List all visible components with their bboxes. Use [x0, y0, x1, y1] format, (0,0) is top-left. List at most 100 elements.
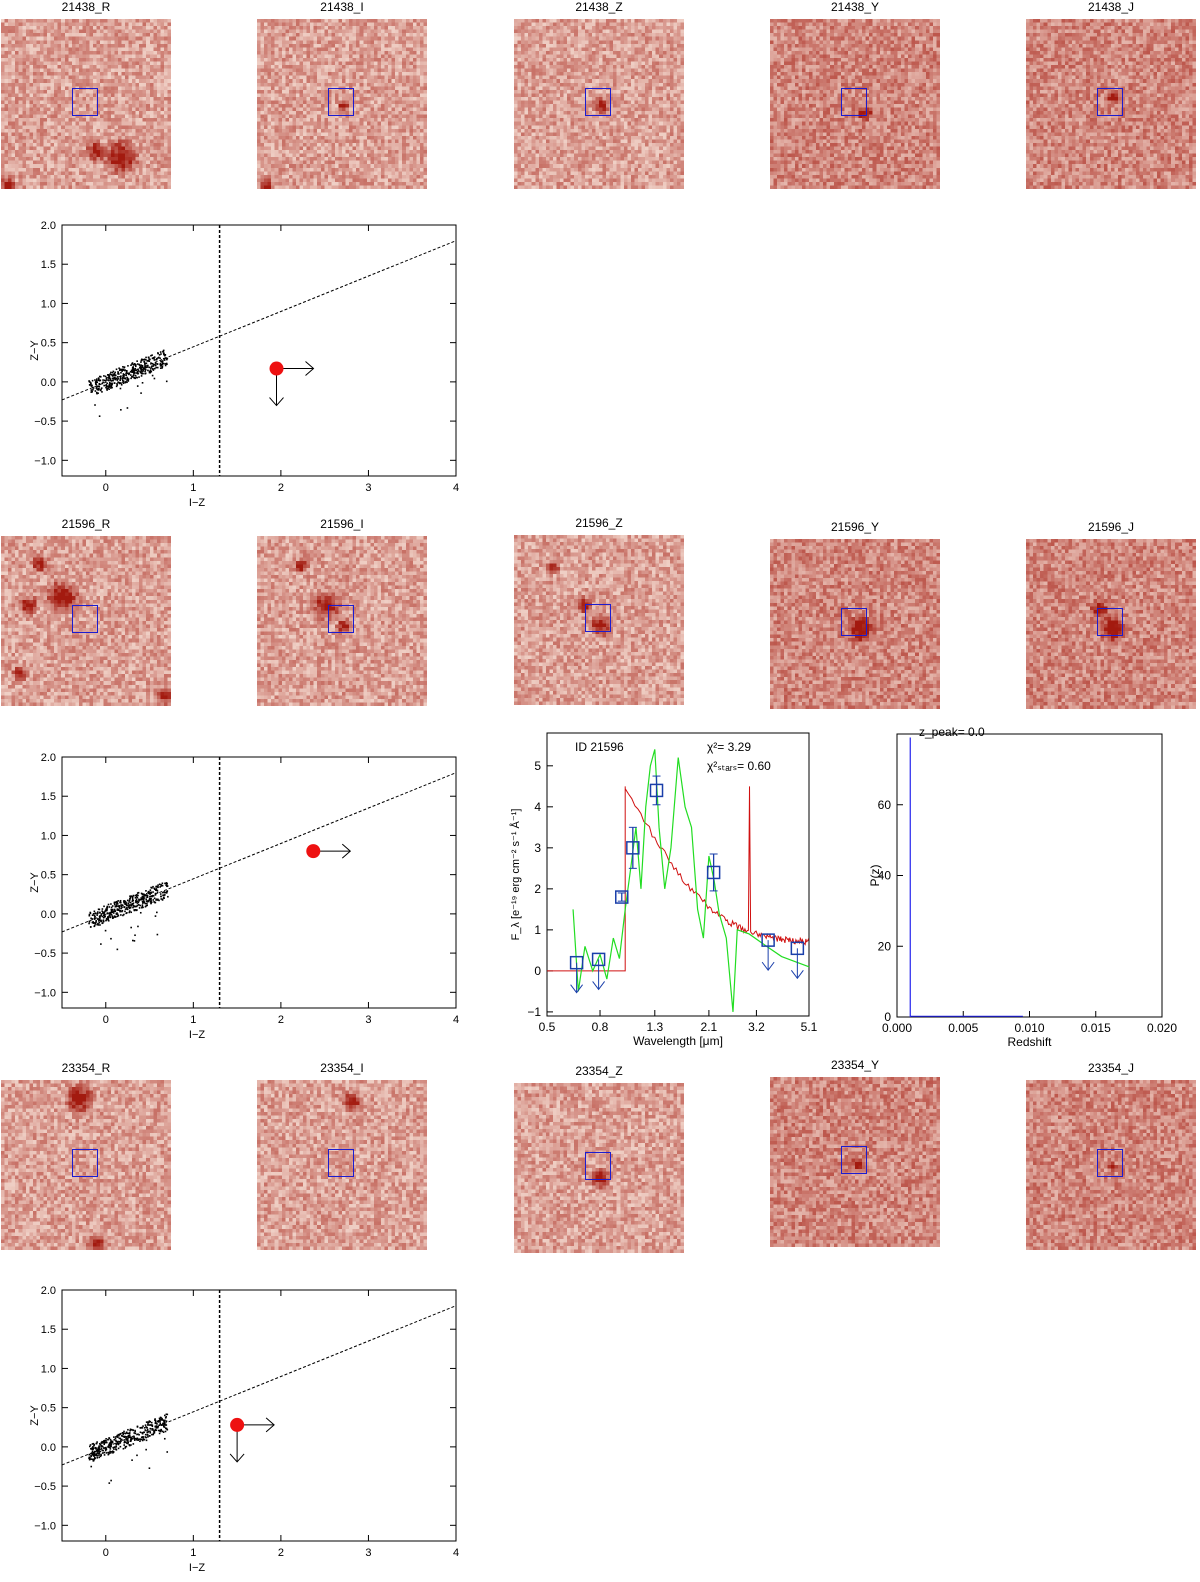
star-point [91, 1454, 94, 1456]
star-point [99, 924, 101, 926]
star-point [99, 912, 101, 914]
star-point [106, 388, 108, 390]
star-point [164, 1424, 167, 1426]
star-point [161, 1424, 164, 1426]
star-point [165, 1427, 168, 1430]
star-point [164, 1427, 167, 1430]
star-point [120, 1438, 123, 1441]
star-point [163, 1414, 166, 1417]
stellar-locus-line [61, 1305, 457, 1466]
plot-frame [896, 733, 1163, 1018]
star-point [105, 919, 107, 922]
star-point [165, 891, 168, 893]
star-point [116, 902, 118, 905]
star-point [94, 922, 97, 925]
plot-frame [546, 732, 810, 1017]
star-point [105, 384, 107, 387]
color-color-plot: 0 1 2 3 4 −1.0 −0.5 0.0 0.5 1.0 1.5 2.0 I−Z Z−Y [29, 220, 459, 509]
star-point [104, 380, 107, 382]
star-point [124, 381, 126, 384]
star-point [98, 1451, 100, 1454]
y-axis-label: P(z) [868, 865, 882, 887]
star-point [141, 895, 144, 898]
star-point [94, 915, 96, 918]
star-point [141, 364, 144, 367]
star-point [143, 1431, 145, 1434]
star-point [89, 1445, 91, 1448]
star-point [90, 1455, 93, 1458]
star-point [129, 896, 132, 899]
star-point [102, 379, 104, 381]
star-point [154, 1425, 157, 1428]
star-point [113, 908, 116, 911]
star-point [135, 898, 138, 901]
star-point [166, 1413, 169, 1416]
star-point [117, 908, 120, 911]
star-point [106, 387, 109, 389]
star-point [98, 1448, 101, 1451]
star-point [116, 1442, 119, 1445]
star-point [141, 906, 143, 909]
star-point [113, 382, 116, 384]
star-point [165, 1424, 168, 1426]
star-point [164, 1419, 166, 1422]
star-point [132, 364, 135, 366]
star-point [128, 910, 131, 912]
star-point [95, 379, 98, 382]
y-tick-label: −1 [527, 1005, 541, 1019]
star-point [108, 1437, 111, 1440]
star-point [165, 357, 168, 360]
x-tick-label: 0.005 [948, 1021, 978, 1035]
y-tick-label: −0.5 [34, 948, 56, 960]
source-point [306, 844, 321, 859]
star-point [103, 1443, 106, 1446]
x-axis-label: I−Z [189, 1029, 205, 1041]
x-tick-label: 0.000 [882, 1021, 912, 1035]
star-point [105, 908, 107, 911]
star-point [95, 387, 98, 389]
star-point [112, 370, 115, 373]
star-point [123, 375, 125, 378]
stamp-label: 21596_Y [830, 520, 880, 534]
star-point [142, 367, 145, 369]
star-point [162, 1419, 165, 1421]
star-point [117, 1440, 119, 1443]
star-point [161, 898, 164, 901]
star-point [148, 360, 151, 363]
y-tick-label: −1.0 [34, 455, 56, 467]
star-point [139, 911, 142, 914]
star-point [150, 362, 152, 364]
star-point [91, 1452, 93, 1454]
star-point [153, 897, 156, 900]
star-point [134, 363, 137, 366]
star-point [88, 380, 90, 382]
star-point [155, 358, 157, 361]
star-point [161, 365, 164, 368]
x-tick-label: 1 [190, 482, 196, 494]
star-point [121, 1432, 124, 1434]
star-point [130, 926, 132, 929]
star-point [107, 1438, 109, 1441]
star-point [101, 1445, 104, 1448]
star-point [119, 910, 121, 913]
star-point [91, 918, 94, 920]
star-point [105, 377, 108, 380]
star-point [130, 1428, 133, 1431]
star-point [119, 376, 122, 378]
image-stamp [1026, 19, 1196, 189]
star-point [126, 377, 129, 379]
star-point [104, 1441, 107, 1444]
chi2-stars-label: χ²ₛₜₐᵣₛ= 0.60 [707, 759, 771, 773]
star-point [129, 374, 132, 376]
star-point [160, 365, 162, 367]
image-stamp [770, 1077, 940, 1247]
star-point [134, 909, 137, 911]
star-point [99, 1442, 101, 1445]
star-point [163, 1426, 166, 1428]
star-point [147, 1431, 149, 1433]
star-point [134, 934, 136, 937]
star-point [128, 901, 130, 903]
arrow-head [592, 981, 606, 991]
star-point [105, 379, 108, 381]
x-axis-label: I−Z [189, 497, 205, 509]
